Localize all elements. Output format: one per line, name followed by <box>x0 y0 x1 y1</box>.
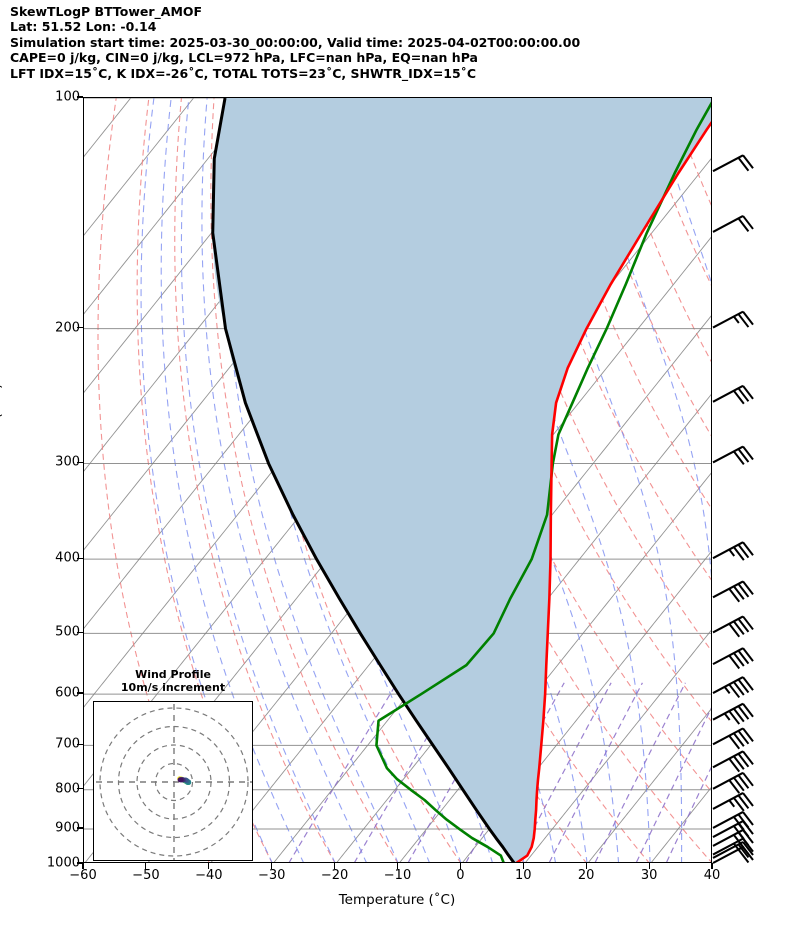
y-tick-mark <box>77 692 83 694</box>
y-tick-mark <box>77 788 83 790</box>
wind-barb <box>712 615 754 638</box>
x-tick-mark <box>711 863 713 869</box>
wind-barb <box>712 841 754 859</box>
x-tick-label: −30 <box>257 868 286 883</box>
wind-barb <box>712 792 754 812</box>
hodograph-title-line1: Wind Profile <box>135 668 211 681</box>
x-tick-label: −20 <box>320 868 349 883</box>
hodograph-title-line2: 10m/s increment <box>120 681 226 694</box>
y-tick-label: 500 <box>55 624 80 640</box>
y-tick-mark <box>77 862 83 864</box>
x-tick-mark <box>459 863 461 869</box>
header-title: SkewTLogP BTTower_AMOF <box>10 4 203 19</box>
header-indices-line: LFT IDX=15˚C, K IDX=-26˚C, TOTAL TOTS=23… <box>10 65 477 81</box>
y-tick-mark <box>77 96 83 98</box>
x-tick-label: −40 <box>195 868 223 883</box>
x-tick-mark <box>271 863 273 869</box>
x-tick-label: −10 <box>383 868 412 883</box>
y-tick-label: 300 <box>55 454 80 470</box>
wind-barb <box>712 811 754 831</box>
hodograph-title: Wind Profile 10m/s increment <box>121 668 225 694</box>
wind-barb <box>712 727 754 750</box>
header-latlon: Lat: 51.52 Lon: -0.14 <box>10 19 157 35</box>
y-tick-mark <box>77 827 83 829</box>
wind-barb <box>712 310 754 329</box>
wind-barb <box>712 154 754 173</box>
x-tick-mark <box>208 863 210 869</box>
y-tick-label: 100 <box>55 89 80 105</box>
wind-barb <box>712 676 754 699</box>
x-tick-label: 40 <box>703 868 721 883</box>
x-tick-mark <box>334 863 336 869</box>
y-axis-label: Pressure (hPa) <box>0 383 4 481</box>
header-times: Simulation start time: 2025-03-30_00:00:… <box>10 34 581 50</box>
chart-header: SkewTLogP BTTower_AMOF Lat: 51.52 Lon: -… <box>10 4 770 81</box>
x-tick-mark <box>145 863 147 869</box>
wind-barb <box>712 214 754 233</box>
wind-barb <box>712 445 754 466</box>
y-tick-label: 200 <box>55 320 80 336</box>
hodograph-svg <box>96 704 252 860</box>
wind-barb <box>712 829 754 849</box>
header-cape-line: CAPE=0 j/kg, CIN=0 j/kg, LCL=972 hPa, LF… <box>10 50 478 66</box>
x-tick-mark <box>522 863 524 869</box>
wind-barb <box>712 702 754 725</box>
x-tick-label: 0 <box>456 868 465 883</box>
x-tick-label: −50 <box>132 868 160 883</box>
x-axis-label: Temperature (˚C) <box>338 892 456 908</box>
x-tick-label: 10 <box>515 868 532 883</box>
x-tick-mark <box>585 863 587 869</box>
y-tick-label: 400 <box>55 550 80 566</box>
wind-barb <box>712 541 754 561</box>
x-tick-label: 20 <box>577 868 595 883</box>
wind-barb <box>712 580 754 603</box>
wind-barb <box>712 384 754 405</box>
wind-barb <box>712 647 754 670</box>
y-tick-mark <box>77 631 83 633</box>
y-tick-label: 800 <box>55 781 80 797</box>
x-tick-mark <box>82 863 84 869</box>
wind-barb-column <box>712 154 754 864</box>
y-tick-label: 700 <box>55 736 80 752</box>
x-tick-label: −60 <box>69 868 97 883</box>
x-tick-mark <box>648 863 650 869</box>
y-tick-label: 900 <box>55 820 80 836</box>
hodograph-frame <box>93 701 253 861</box>
y-tick-mark <box>77 743 83 745</box>
y-tick-label: 600 <box>55 685 80 701</box>
y-tick-label: 1000 <box>46 855 80 871</box>
wind-barb <box>712 750 754 773</box>
x-tick-label: 30 <box>640 868 658 883</box>
hodograph-inset: Wind Profile 10m/s increment <box>93 668 253 861</box>
y-tick-mark <box>77 557 83 559</box>
y-tick-mark <box>77 326 83 329</box>
y-tick-mark <box>77 461 83 464</box>
wind-barb <box>712 771 754 794</box>
x-tick-mark <box>396 863 399 869</box>
